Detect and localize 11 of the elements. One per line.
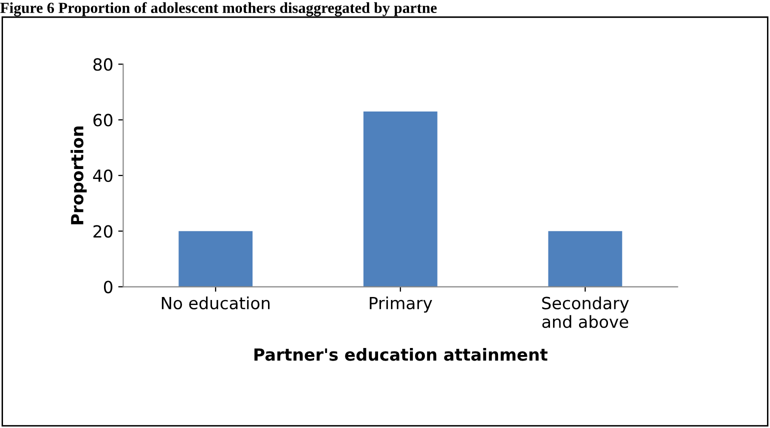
chart-title: Figure 6 Proportion of adolescent mothers disaggregated by partne	[0, 2, 437, 16]
y-axis-title: Proportion	[70, 126, 87, 224]
y-tick-label: 80	[93, 58, 112, 71]
y-tick-label: 20	[93, 225, 112, 238]
x-axis-title: Partner's education attainment	[254, 348, 548, 361]
y-tick-label: 0	[104, 280, 112, 294]
x-tick-label: Primary	[370, 296, 432, 313]
x-tick-label: Secondary and above	[542, 296, 629, 328]
x-tick-label: No education	[162, 296, 270, 310]
y-tick-label: 40	[93, 169, 112, 182]
y-tick-label: 60	[93, 114, 112, 126]
